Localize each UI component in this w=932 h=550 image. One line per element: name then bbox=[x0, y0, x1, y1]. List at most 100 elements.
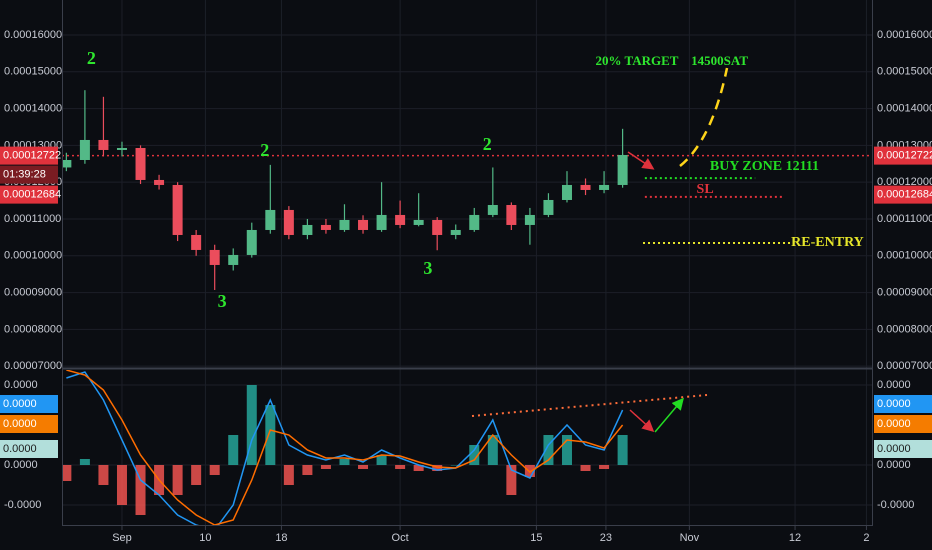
histogram-bar bbox=[395, 465, 406, 469]
histogram-bar bbox=[209, 465, 220, 475]
histogram-bar bbox=[487, 435, 498, 465]
annotation: 2 bbox=[483, 134, 492, 154]
y-tick-label-right: 0.00009000 bbox=[877, 286, 932, 298]
candle-body bbox=[561, 184, 572, 200]
candle-body bbox=[469, 214, 480, 230]
histogram-bar bbox=[432, 465, 443, 471]
candle-body bbox=[599, 184, 610, 190]
y-tick-label: 0.00014000 bbox=[4, 102, 62, 114]
candle-body bbox=[506, 204, 517, 225]
countdown: 01:39:28 bbox=[3, 169, 46, 181]
level-label: SL bbox=[697, 182, 714, 197]
y-tick-label: 0.00007000 bbox=[4, 360, 62, 372]
histogram-bar bbox=[599, 465, 610, 469]
value-label: 0.0000 bbox=[3, 398, 37, 410]
x-tick-label: Oct bbox=[392, 532, 409, 544]
candle-body bbox=[154, 179, 165, 185]
target-projection bbox=[679, 67, 729, 167]
y-tick-label: 0.00008000 bbox=[4, 323, 62, 335]
y-tick-label-right: 0.0000 bbox=[877, 379, 911, 391]
y-tick-label-right: 0.00010000 bbox=[877, 250, 932, 262]
candle-body bbox=[580, 184, 591, 190]
x-tick-label: Sep bbox=[112, 532, 132, 544]
candle-body bbox=[432, 219, 443, 235]
histogram-bar bbox=[98, 465, 109, 485]
candle-body bbox=[339, 219, 350, 230]
macd-pane bbox=[62, 370, 628, 525]
countdown-box bbox=[0, 165, 58, 184]
macd-line bbox=[66, 370, 624, 525]
value-label-box bbox=[0, 415, 58, 433]
macd-drop-arrow bbox=[629, 409, 655, 433]
histogram-bar bbox=[302, 465, 313, 475]
candle-body bbox=[358, 219, 369, 230]
value-label-box bbox=[874, 395, 932, 413]
candle-body bbox=[413, 219, 424, 225]
candle-body bbox=[487, 204, 498, 215]
histogram-bar bbox=[283, 465, 294, 485]
y-tick-label-right: 0.00014000 bbox=[877, 102, 932, 114]
candle-body bbox=[265, 209, 276, 230]
histogram-bar bbox=[339, 459, 350, 465]
candle-body bbox=[320, 224, 331, 230]
y-tick-label: 0.00009000 bbox=[4, 286, 62, 298]
candle-body bbox=[246, 229, 257, 255]
histogram-bar bbox=[543, 435, 554, 465]
second-price-label: 0.00012684 bbox=[877, 189, 932, 201]
value-label: 0.0000 bbox=[3, 443, 37, 455]
histogram-bar bbox=[116, 465, 127, 505]
macd-line bbox=[66, 371, 624, 525]
histogram-bar bbox=[469, 445, 480, 465]
annotation: 3 bbox=[218, 291, 227, 311]
histogram-bar bbox=[580, 465, 591, 471]
histogram-bar bbox=[617, 435, 628, 465]
histogram-bar bbox=[265, 405, 276, 465]
last-price-label-box bbox=[874, 146, 932, 165]
candle-body bbox=[135, 147, 146, 180]
macd-rise-arrow bbox=[654, 397, 684, 433]
second-price-label: 0.00012684 bbox=[3, 189, 61, 201]
annotation: 3 bbox=[423, 258, 432, 278]
y-tick-label-right: 0.00015000 bbox=[877, 66, 932, 78]
level-label: BUY ZONE 12111 bbox=[710, 159, 819, 174]
value-label-box bbox=[874, 440, 932, 458]
axis-labels: 0.00007000 0.00007000 0.00008000 0.00008000… bbox=[0, 29, 932, 544]
candle-body bbox=[228, 254, 239, 265]
y-tick-label-right: 0.0000 bbox=[877, 459, 911, 471]
histogram-bar bbox=[228, 435, 239, 465]
value-label: 0.0000 bbox=[3, 418, 37, 430]
second-price-label-box bbox=[874, 185, 932, 204]
y-tick-label: 0.00010000 bbox=[4, 250, 62, 262]
histogram-bar bbox=[320, 465, 331, 469]
y-tick-label-right: 0.00007000 bbox=[877, 360, 932, 372]
histogram-bar bbox=[62, 465, 72, 481]
histogram-bar bbox=[450, 465, 461, 466]
candle-body bbox=[543, 199, 554, 215]
histogram-bar bbox=[135, 465, 146, 515]
x-tick-label: 2 bbox=[863, 532, 869, 544]
candle-body bbox=[209, 249, 220, 265]
y-tick-label: 0.00011000 bbox=[4, 213, 61, 225]
y-tick-label: -0.0000 bbox=[4, 499, 41, 511]
value-label-box bbox=[874, 415, 932, 433]
candle-body bbox=[98, 139, 109, 150]
y-tick-label-right: 0.00016000 bbox=[877, 29, 932, 41]
y-tick-label: 0.0000 bbox=[4, 459, 38, 471]
histogram-bar bbox=[191, 465, 202, 485]
annotation: 2 bbox=[87, 48, 96, 68]
histogram-bar bbox=[561, 435, 572, 465]
last-price-label-box bbox=[0, 146, 58, 165]
drop-arrow bbox=[627, 151, 655, 170]
candle-body bbox=[376, 214, 387, 230]
candle-body bbox=[116, 147, 127, 150]
histogram-bar bbox=[358, 465, 369, 469]
x-tick-label: 10 bbox=[199, 532, 211, 544]
value-label: 0.0000 bbox=[877, 418, 911, 430]
candle-body bbox=[524, 214, 535, 225]
histogram-bar bbox=[506, 465, 517, 495]
grid bbox=[62, 0, 872, 525]
candle-body bbox=[283, 209, 294, 235]
y-tick-label: 0.00016000 bbox=[4, 29, 62, 41]
